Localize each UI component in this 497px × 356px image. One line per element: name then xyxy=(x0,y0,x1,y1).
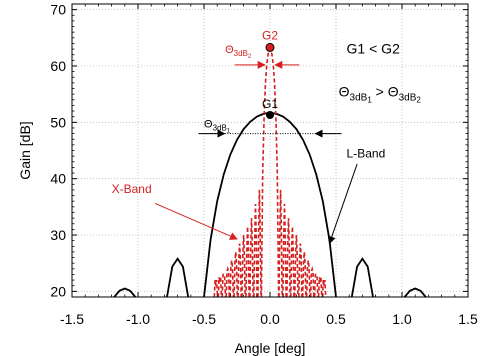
x-band-side-lobe xyxy=(217,277,223,298)
x-band-side-lobe xyxy=(286,218,291,298)
x-band-side-lobe xyxy=(321,279,327,298)
ticks: -1.5 -1.0 -0.5 0.0 0.5 1.0 1.5 20 30 40 50 60 70 xyxy=(50,2,478,327)
y-tick-label: 70 xyxy=(50,2,66,18)
y-axis-title: Gain [dB] xyxy=(17,121,33,179)
g1-label: G1 xyxy=(262,97,278,111)
x-tick-label: -0.5 xyxy=(192,311,216,327)
grid xyxy=(72,4,468,297)
x-band-side-lobe xyxy=(313,273,319,298)
x-band-side-lobe xyxy=(298,243,303,298)
x-tick-label: -1.5 xyxy=(60,311,84,327)
theta-3db-2-label: Θ3dB2 xyxy=(225,44,252,60)
x-band-side-lobe xyxy=(305,260,311,298)
l-band-main-lobe xyxy=(203,111,337,298)
theta-sub: 3dB xyxy=(213,124,227,133)
x-band-side-lobe xyxy=(233,251,239,298)
theta-subsub: 2 xyxy=(416,95,421,104)
x-tick-label: 1.5 xyxy=(458,311,478,327)
comparison-beamwidth: Θ3dB1 > Θ3dB2 xyxy=(339,83,422,104)
g2-marker xyxy=(265,42,275,52)
x-band-side-lobe xyxy=(282,203,287,298)
theta-subsub: 1 xyxy=(227,129,231,135)
y-tick-label: 60 xyxy=(50,58,66,74)
l-band-side-lobe xyxy=(113,287,137,298)
x-band-side-lobe xyxy=(221,273,227,298)
x-band-side-lobe xyxy=(213,279,219,298)
x-tick-label: 0.0 xyxy=(260,311,280,327)
x-band-pointer xyxy=(154,203,238,240)
x-band-side-lobe xyxy=(245,226,250,298)
x-band-side-lobe xyxy=(301,251,307,298)
theta-symbol: Θ xyxy=(204,119,213,131)
x-band-side-lobe xyxy=(253,203,258,298)
l-band-side-lobe xyxy=(403,287,427,298)
theta-sub: 3dB xyxy=(399,92,417,103)
g1-marker xyxy=(266,111,274,120)
x-band-side-lobe xyxy=(241,234,246,298)
x-band-side-lobe xyxy=(290,226,295,298)
theta-symbol: Θ xyxy=(225,44,234,56)
theta-symbol: Θ xyxy=(339,83,350,99)
x-band-side-lobe xyxy=(237,243,242,298)
theta-subsub: 2 xyxy=(248,54,252,60)
theta-subsub: 1 xyxy=(367,95,372,104)
x-band-label: X-Band xyxy=(112,182,152,196)
series-layer xyxy=(113,47,427,298)
y-tick-label: 20 xyxy=(50,283,66,299)
theta-symbol: Θ xyxy=(388,83,399,99)
x-band-side-lobe xyxy=(257,189,262,298)
annotations xyxy=(154,42,358,245)
x-band-side-lobe xyxy=(294,234,299,298)
y-tick-label: 30 xyxy=(50,227,66,243)
l-band-label: L-Band xyxy=(347,146,386,160)
x-band-side-lobe xyxy=(309,265,315,298)
comparison-gain: G1 < G2 xyxy=(347,41,401,57)
x-band-side-lobe xyxy=(225,265,231,298)
x-axis-title: Angle [deg] xyxy=(235,340,306,356)
x-band-side-lobe xyxy=(249,218,254,298)
l-band-pointer xyxy=(327,163,358,245)
theta-sub: 3dB xyxy=(234,49,248,58)
x-band-side-lobe xyxy=(317,277,323,298)
theta-3db-1-label: Θ3dB1 xyxy=(204,119,231,135)
x-tick-label: 1.0 xyxy=(392,311,412,327)
l-band-side-lobe xyxy=(350,257,374,298)
x-tick-label: -1.0 xyxy=(126,311,150,327)
greater-than: > xyxy=(372,83,388,99)
x-band-side-lobe xyxy=(278,189,283,298)
x-band-side-lobe xyxy=(229,260,235,298)
g2-label: G2 xyxy=(262,28,278,42)
l-band-side-lobe xyxy=(166,257,190,298)
theta-sub: 3dB xyxy=(350,92,368,103)
x-tick-label: 0.5 xyxy=(326,311,346,327)
y-tick-label: 40 xyxy=(50,171,66,187)
y-tick-label: 50 xyxy=(50,114,66,130)
